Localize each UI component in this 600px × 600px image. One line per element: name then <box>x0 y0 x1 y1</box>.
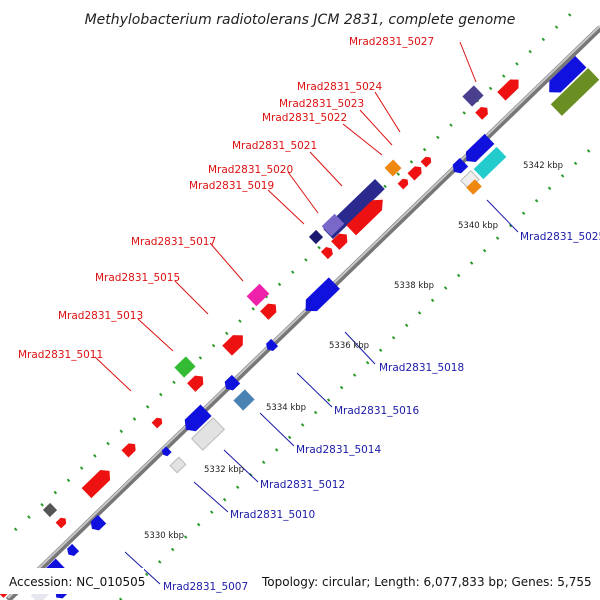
gene-label: Mrad2831_5017 <box>131 236 216 248</box>
gene-block <box>169 456 187 474</box>
leader-line <box>359 109 393 146</box>
gene-arrow <box>331 233 348 250</box>
leader-line <box>209 242 244 282</box>
gene-arrow <box>260 303 277 320</box>
leader-line <box>174 280 209 315</box>
kbp-tick-label: 5334 kbp <box>266 403 306 413</box>
gene-arrow <box>266 338 279 351</box>
gene-arrow <box>497 79 519 101</box>
gene-arrow <box>452 157 469 174</box>
leader-line <box>309 151 343 187</box>
gene-label: Mrad2831_5021 <box>232 140 317 152</box>
gene-label: Mrad2831_5012 <box>260 479 345 491</box>
kbp-ticks: 5330 kbp 5332 kbp 5334 kbp 5336 kbp 5338… <box>144 161 563 541</box>
gene-block <box>174 356 196 378</box>
gene-label: Mrad2831_5013 <box>58 310 143 322</box>
gene-label: Mrad2831_5025 <box>520 231 600 243</box>
topology-text: Topology: circular; Length: 6,077,833 bp… <box>261 575 592 589</box>
gene-arrow <box>320 247 333 260</box>
gene-arrow <box>397 178 409 190</box>
map-title: Methylobacterium radiotolerans JCM 2831,… <box>85 12 516 28</box>
gene-arrow <box>475 107 488 120</box>
gene-features <box>0 55 600 600</box>
footer-accession-bg <box>0 568 144 594</box>
kbp-tick-label: 5336 kbp <box>329 341 369 351</box>
leader-line <box>267 189 305 225</box>
gene-label: Mrad2831_5018 <box>379 362 464 374</box>
gene-arrow <box>224 374 241 391</box>
kbp-tick-label: 5342 kbp <box>523 161 563 171</box>
gene-arrow <box>420 156 432 168</box>
gene-labels-top: Mrad2831_5027 Mrad2831_5024 Mrad2831_502… <box>18 36 434 361</box>
gene-label: Mrad2831_5007 <box>163 581 248 593</box>
gene-arrow <box>305 277 340 312</box>
leader-line <box>344 331 376 365</box>
gene-label: Mrad2831_5024 <box>297 81 382 93</box>
gene-label: Mrad2831_5020 <box>208 164 293 176</box>
gene-block <box>233 389 255 411</box>
backbone-line <box>5 25 600 600</box>
kbp-tick-label: 5332 kbp <box>204 465 244 475</box>
leader-line <box>223 449 259 483</box>
gene-block <box>473 146 507 180</box>
footer-topology-bg <box>258 570 600 594</box>
gene-block <box>384 159 402 177</box>
gene-arrow <box>67 543 80 556</box>
leader-line <box>193 481 229 513</box>
gene-arrow <box>81 470 111 499</box>
kbp-tick-label: 5340 kbp <box>458 221 498 231</box>
accession-text: Accession: NC_010505 <box>9 575 145 589</box>
guide-dots-upper <box>13 8 577 532</box>
gene-arrow <box>121 443 136 458</box>
gene-arrow <box>465 133 495 162</box>
gene-block <box>190 417 226 451</box>
gene-arrow <box>90 514 107 531</box>
leader-line <box>296 372 333 408</box>
gene-label: Mrad2831_5027 <box>349 36 434 48</box>
gene-arrow <box>55 517 67 529</box>
leader-line <box>287 171 319 214</box>
leader-line <box>137 318 174 352</box>
kbp-tick-label: 5338 kbp <box>394 281 434 291</box>
leader-line <box>342 123 383 156</box>
gene-block <box>246 283 270 307</box>
gene-arrow <box>187 375 204 392</box>
gene-block <box>550 68 600 116</box>
leader-line <box>486 199 519 233</box>
gene-label: Mrad2831_5023 <box>279 98 364 110</box>
gene-block <box>321 213 345 237</box>
gene-block <box>462 85 484 107</box>
gene-label: Mrad2831_5014 <box>296 444 381 456</box>
gene-label: Mrad2831_5015 <box>95 272 180 284</box>
gene-arrow <box>161 446 172 457</box>
gene-label: Mrad2831_5010 <box>230 509 315 521</box>
gene-label: Mrad2831_5022 <box>262 112 347 124</box>
gene-label: Mrad2831_5019 <box>189 180 274 192</box>
footer: Accession: NC_010505 Topology: circular;… <box>0 568 600 594</box>
gene-label: Mrad2831_5016 <box>334 405 419 417</box>
gene-arrow <box>549 55 587 93</box>
gene-arrow <box>184 404 212 432</box>
gene-labels-bottom: Mrad2831_5025 Mrad2831_5018 Mrad2831_501… <box>163 231 600 593</box>
guide-dots <box>13 8 600 600</box>
gene-block <box>466 179 482 195</box>
gene-block <box>308 229 324 245</box>
kbp-tick-label: 5330 kbp <box>144 531 184 541</box>
gene-block <box>42 502 58 518</box>
label-leaders <box>94 41 519 585</box>
gene-arrow <box>222 335 243 356</box>
backbone-highlight <box>7 25 600 599</box>
leader-line <box>259 412 295 447</box>
gene-label: Mrad2831_5011 <box>18 349 103 361</box>
gene-arrow <box>151 417 163 429</box>
leader-line <box>374 91 401 133</box>
gene-arrow <box>346 199 383 236</box>
genome-backbone <box>5 25 600 600</box>
leader-line <box>94 356 132 392</box>
gene-arrow <box>407 166 422 181</box>
leader-line <box>459 41 477 83</box>
